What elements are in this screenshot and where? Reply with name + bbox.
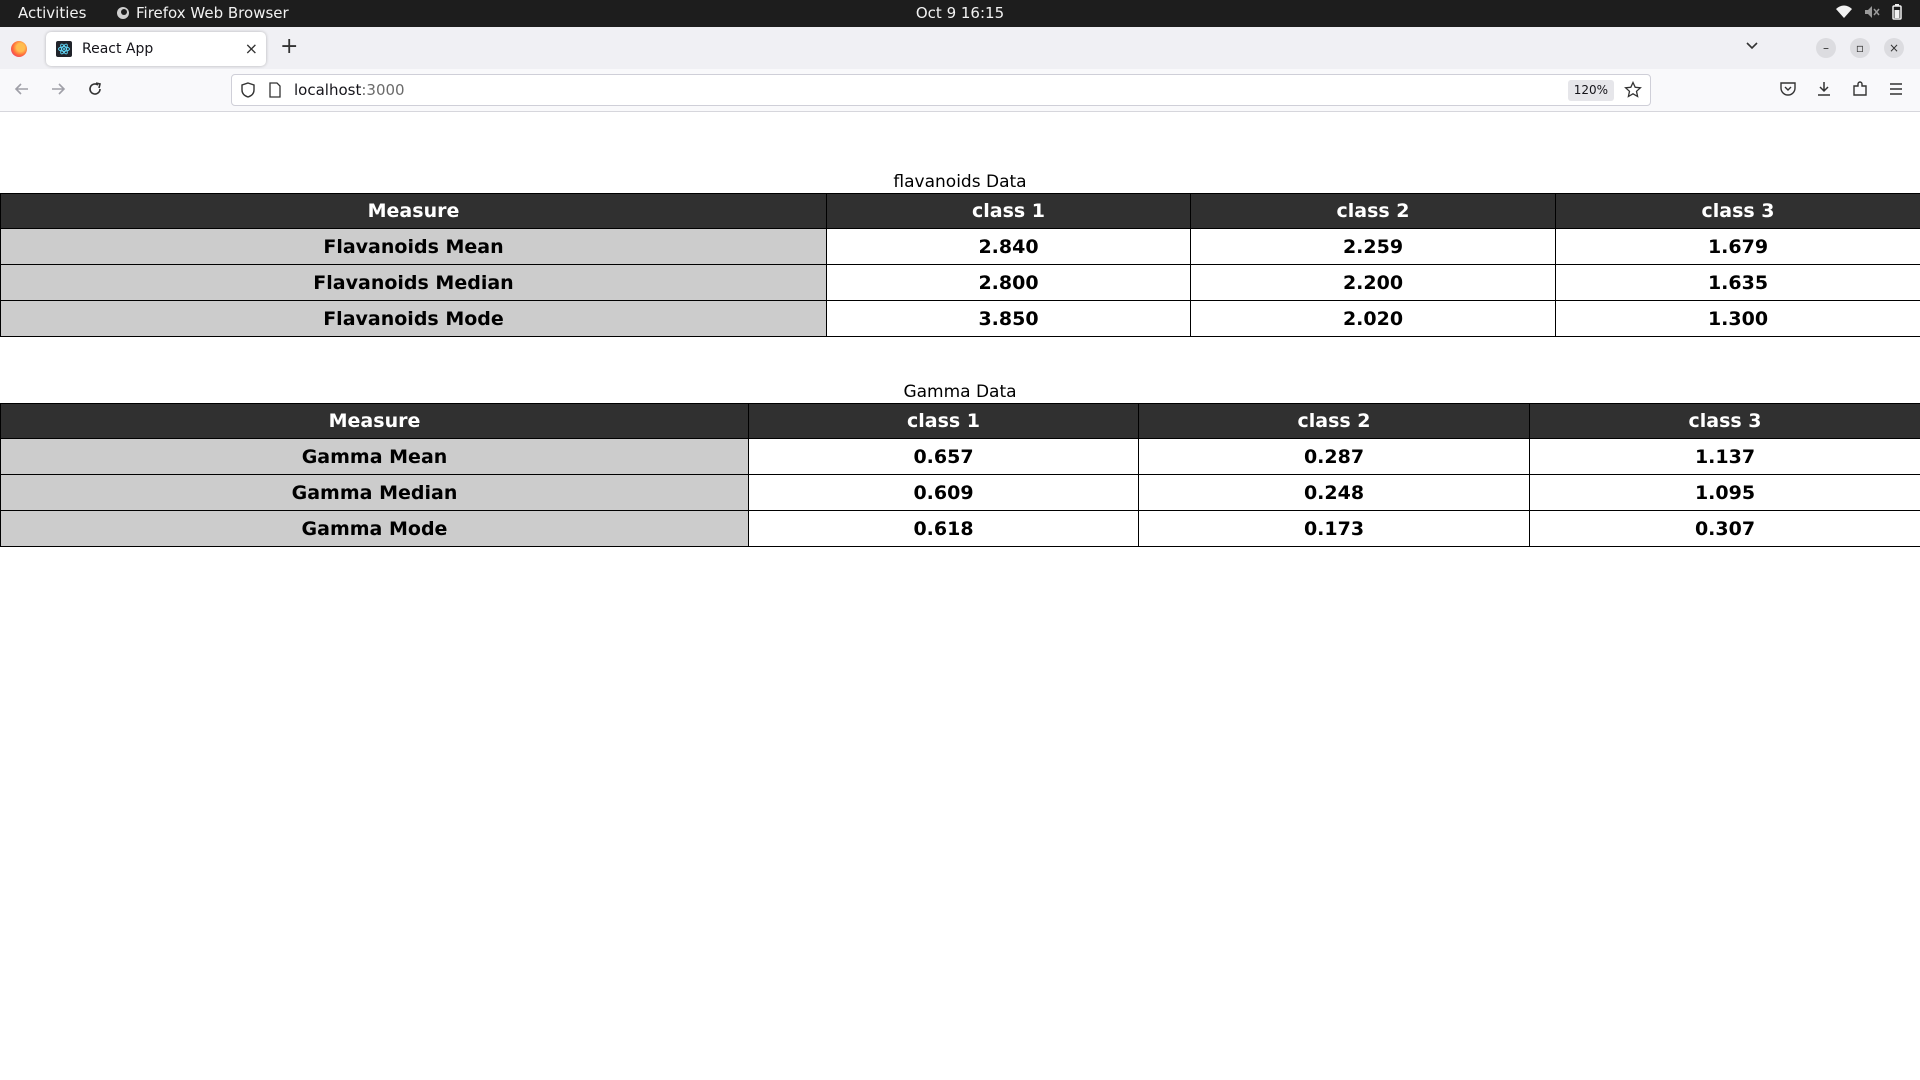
zoom-level-button[interactable]: 120% (1567, 80, 1614, 101)
download-icon (1818, 82, 1830, 96)
react-favicon-icon (56, 41, 72, 57)
address-bar[interactable]: localhost:3000 120% (231, 74, 1651, 106)
tab-strip: React App × + – ▫ × (0, 27, 1920, 69)
header-class-2: class 2 (1138, 403, 1530, 439)
wifi-icon (1836, 5, 1852, 19)
hamburger-menu-icon (1890, 83, 1902, 95)
new-tab-button[interactable]: + (280, 34, 299, 59)
value-cell: 2.800 (826, 264, 1191, 301)
header-class-3: class 3 (1555, 193, 1920, 229)
value-cell: 0.307 (1529, 510, 1920, 547)
puzzle-icon (1853, 81, 1867, 96)
flavanoids-table-caption: flavanoids Data (893, 172, 1027, 192)
bookmark-star-icon[interactable] (1624, 80, 1642, 103)
measure-cell: Flavanoids Mean (0, 228, 827, 265)
value-cell: 0.609 (748, 474, 1139, 511)
header-measure: Measure (0, 193, 827, 229)
value-cell: 2.200 (1190, 264, 1556, 301)
firefox-icon (116, 6, 130, 20)
measure-cell: Gamma Median (0, 474, 749, 511)
arrow-right-icon (52, 83, 66, 95)
gamma-table-caption: Gamma Data (903, 382, 1017, 402)
value-cell: 1.679 (1555, 228, 1920, 265)
battery-icon (1892, 4, 1902, 20)
value-cell: 0.618 (748, 510, 1139, 547)
back-button[interactable] (13, 80, 33, 100)
reload-icon (89, 82, 101, 95)
table-row: Gamma Mean 0.657 0.287 1.137 (0, 438, 1920, 475)
table-row: Flavanoids Median 2.800 2.200 1.635 (0, 264, 1920, 301)
value-cell: 2.840 (826, 228, 1191, 265)
table-row: Gamma Mode 0.618 0.173 0.307 (0, 510, 1920, 547)
app-menu-button[interactable] (1887, 80, 1905, 102)
reload-button[interactable] (86, 80, 106, 100)
tracking-protection-shield-icon[interactable] (240, 82, 256, 102)
measure-cell: Flavanoids Mode (0, 300, 827, 337)
page-content: flavanoids Data Measure class 1 class 2 … (0, 112, 1920, 1080)
header-measure: Measure (0, 403, 749, 439)
value-cell: 3.850 (826, 300, 1191, 337)
extensions-button[interactable] (1851, 80, 1869, 102)
measure-cell: Flavanoids Median (0, 264, 827, 301)
arrow-left-icon (14, 83, 28, 95)
forward-button[interactable] (49, 80, 69, 100)
chevron-down-icon (1746, 42, 1758, 50)
value-cell: 1.300 (1555, 300, 1920, 337)
header-class-1: class 1 (748, 403, 1139, 439)
value-cell: 0.173 (1138, 510, 1530, 547)
measure-cell: Gamma Mode (0, 510, 749, 547)
restore-window-button[interactable]: ▫ (1850, 38, 1870, 58)
flavanoids-section: flavanoids Data Measure class 1 class 2 … (0, 171, 1920, 337)
app-menu-label: Firefox Web Browser (136, 4, 289, 22)
header-class-3: class 3 (1529, 403, 1920, 439)
table-row: Flavanoids Mean 2.840 2.259 1.679 (0, 228, 1920, 265)
navigation-toolbar: localhost:3000 120% (0, 69, 1920, 112)
app-menu[interactable]: Firefox Web Browser (116, 4, 289, 22)
value-cell: 1.635 (1555, 264, 1920, 301)
table-row: Flavanoids Mode 3.850 2.020 1.300 (0, 300, 1920, 337)
table-row: Gamma Median 0.609 0.248 1.095 (0, 474, 1920, 511)
close-window-button[interactable]: × (1884, 38, 1904, 58)
header-class-1: class 1 (826, 193, 1191, 229)
firefox-view-icon[interactable] (11, 41, 27, 57)
table-header-row: Measure class 1 class 2 class 3 (0, 403, 1920, 439)
value-cell: 2.259 (1190, 228, 1556, 265)
value-cell: 0.248 (1138, 474, 1530, 511)
downloads-button[interactable] (1815, 80, 1833, 102)
value-cell: 0.287 (1138, 438, 1530, 475)
value-cell: 0.657 (748, 438, 1139, 475)
page-info-icon[interactable] (268, 82, 282, 102)
url-text[interactable]: localhost:3000 (294, 81, 405, 99)
gamma-section: Gamma Data Measure class 1 class 2 class… (0, 381, 1920, 547)
clock[interactable]: Oct 9 16:15 (915, 4, 1005, 22)
system-top-bar: Activities Firefox Web Browser Oct 9 16:… (0, 0, 1920, 27)
table-header-row: Measure class 1 class 2 class 3 (0, 193, 1920, 229)
tab-title: React App (82, 41, 154, 57)
list-all-tabs-button[interactable] (1744, 37, 1760, 57)
close-tab-icon[interactable]: × (244, 39, 258, 58)
header-class-2: class 2 (1190, 193, 1556, 229)
value-cell: 1.137 (1529, 438, 1920, 475)
tab-react-app[interactable]: React App × (46, 32, 266, 66)
measure-cell: Gamma Mean (0, 438, 749, 475)
volume-muted-icon (1864, 5, 1880, 19)
pocket-button[interactable] (1779, 80, 1797, 102)
pocket-icon (1780, 82, 1796, 96)
minimize-window-button[interactable]: – (1816, 38, 1836, 58)
activities-button[interactable]: Activities (18, 4, 87, 22)
flavanoids-table: Measure class 1 class 2 class 3 Flavanoi… (0, 193, 1920, 337)
value-cell: 2.020 (1190, 300, 1556, 337)
value-cell: 1.095 (1529, 474, 1920, 511)
system-tray[interactable] (1836, 4, 1902, 20)
gamma-table: Measure class 1 class 2 class 3 Gamma Me… (0, 403, 1920, 547)
